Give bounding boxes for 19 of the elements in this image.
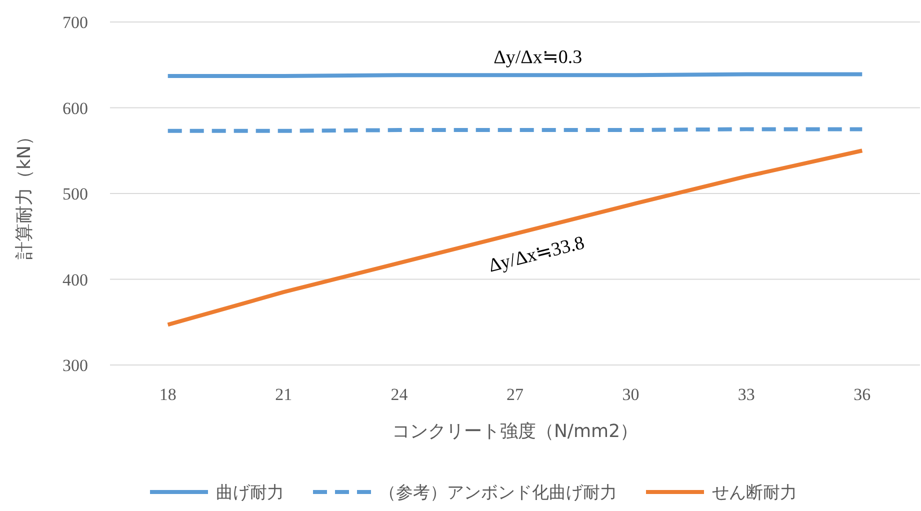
legend-label: 曲げ耐力 xyxy=(216,483,284,503)
x-tick-label: 24 xyxy=(390,385,408,404)
legend-label: （参考）アンボンド化曲げ耐力 xyxy=(379,483,617,503)
annotation: Δy/Δx≒0.3 xyxy=(494,47,582,68)
line-series xyxy=(166,148,864,327)
x-tick-label: 36 xyxy=(854,385,871,404)
y-tick-label: 700 xyxy=(62,13,88,32)
y-tick-label: 300 xyxy=(62,356,88,375)
legend-label: せん断耐力 xyxy=(712,483,797,503)
y-tick-label: 400 xyxy=(62,270,88,290)
x-tick-label: 27 xyxy=(506,385,524,404)
x-axis-title: コンクリート強度（N/mm2） xyxy=(392,421,638,442)
x-tick-label: 18 xyxy=(159,385,176,404)
y-axis-title: 計算耐力（kN） xyxy=(14,128,35,260)
y-tick-label: 500 xyxy=(62,184,88,204)
y-tick-label: 600 xyxy=(62,98,88,118)
x-tick-label: 21 xyxy=(275,385,292,404)
x-tick-label: 33 xyxy=(738,385,755,404)
x-tick-label: 30 xyxy=(622,385,640,404)
